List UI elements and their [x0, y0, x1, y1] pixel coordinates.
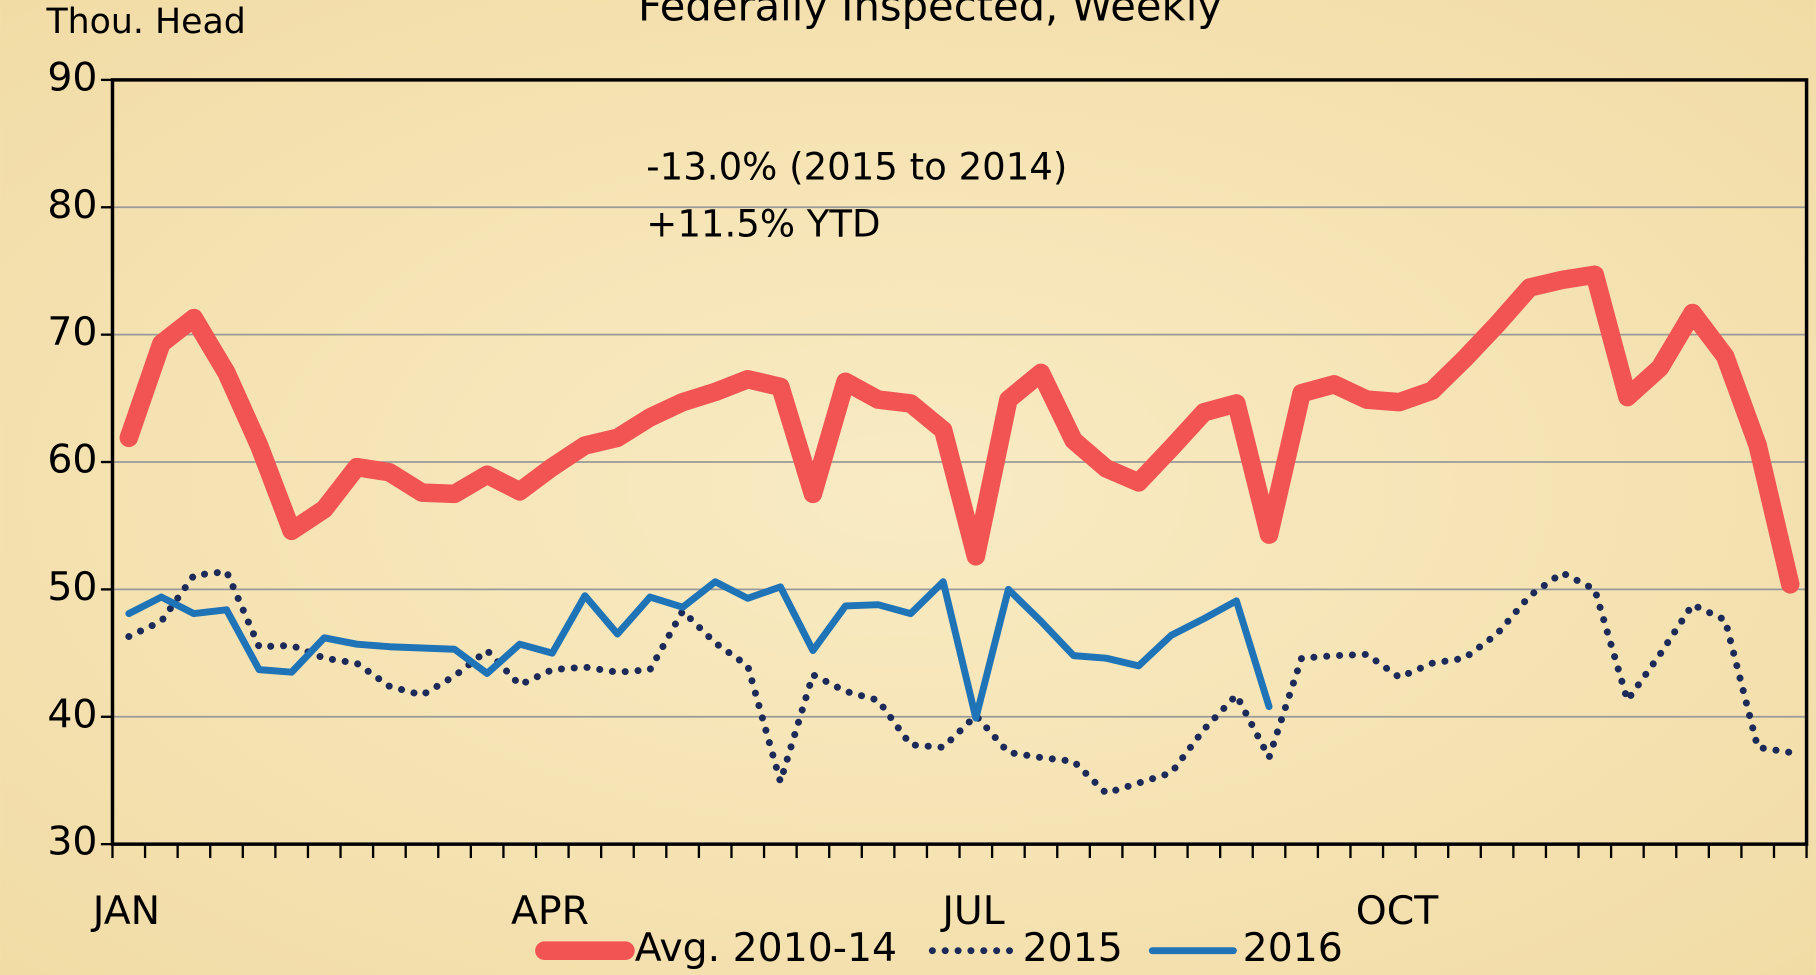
y-tick-label: 30	[47, 819, 97, 865]
series-line	[119, 265, 1800, 594]
legend-label: 2015	[1023, 925, 1123, 971]
series-line	[125, 578, 1273, 722]
x-tick-label: APR	[511, 888, 589, 934]
legend-label: 2016	[1243, 925, 1343, 971]
annotation: -13.0% (2015 to 2014)	[646, 146, 1067, 189]
annotation: +11.5% YTD	[646, 202, 880, 245]
y-tick-label: 60	[47, 437, 97, 483]
x-tick-label: JAN	[90, 888, 160, 934]
x-tick-label: OCT	[1356, 888, 1439, 934]
series-line	[125, 568, 1794, 797]
x-tick-label: JUL	[939, 888, 1004, 934]
plot-border	[110, 78, 1809, 846]
chart-title: Federally Inspected, Weekly	[638, 0, 1222, 30]
y-tick-label: 50	[47, 564, 97, 610]
y-tick-label: 70	[47, 309, 97, 355]
y-tick-label: 80	[47, 182, 97, 228]
y-tick-label: 90	[47, 54, 97, 100]
y-axis-label: Thou. Head	[45, 2, 245, 42]
legend-label: Avg. 2010-14	[635, 925, 897, 971]
y-tick-label: 40	[47, 691, 97, 737]
